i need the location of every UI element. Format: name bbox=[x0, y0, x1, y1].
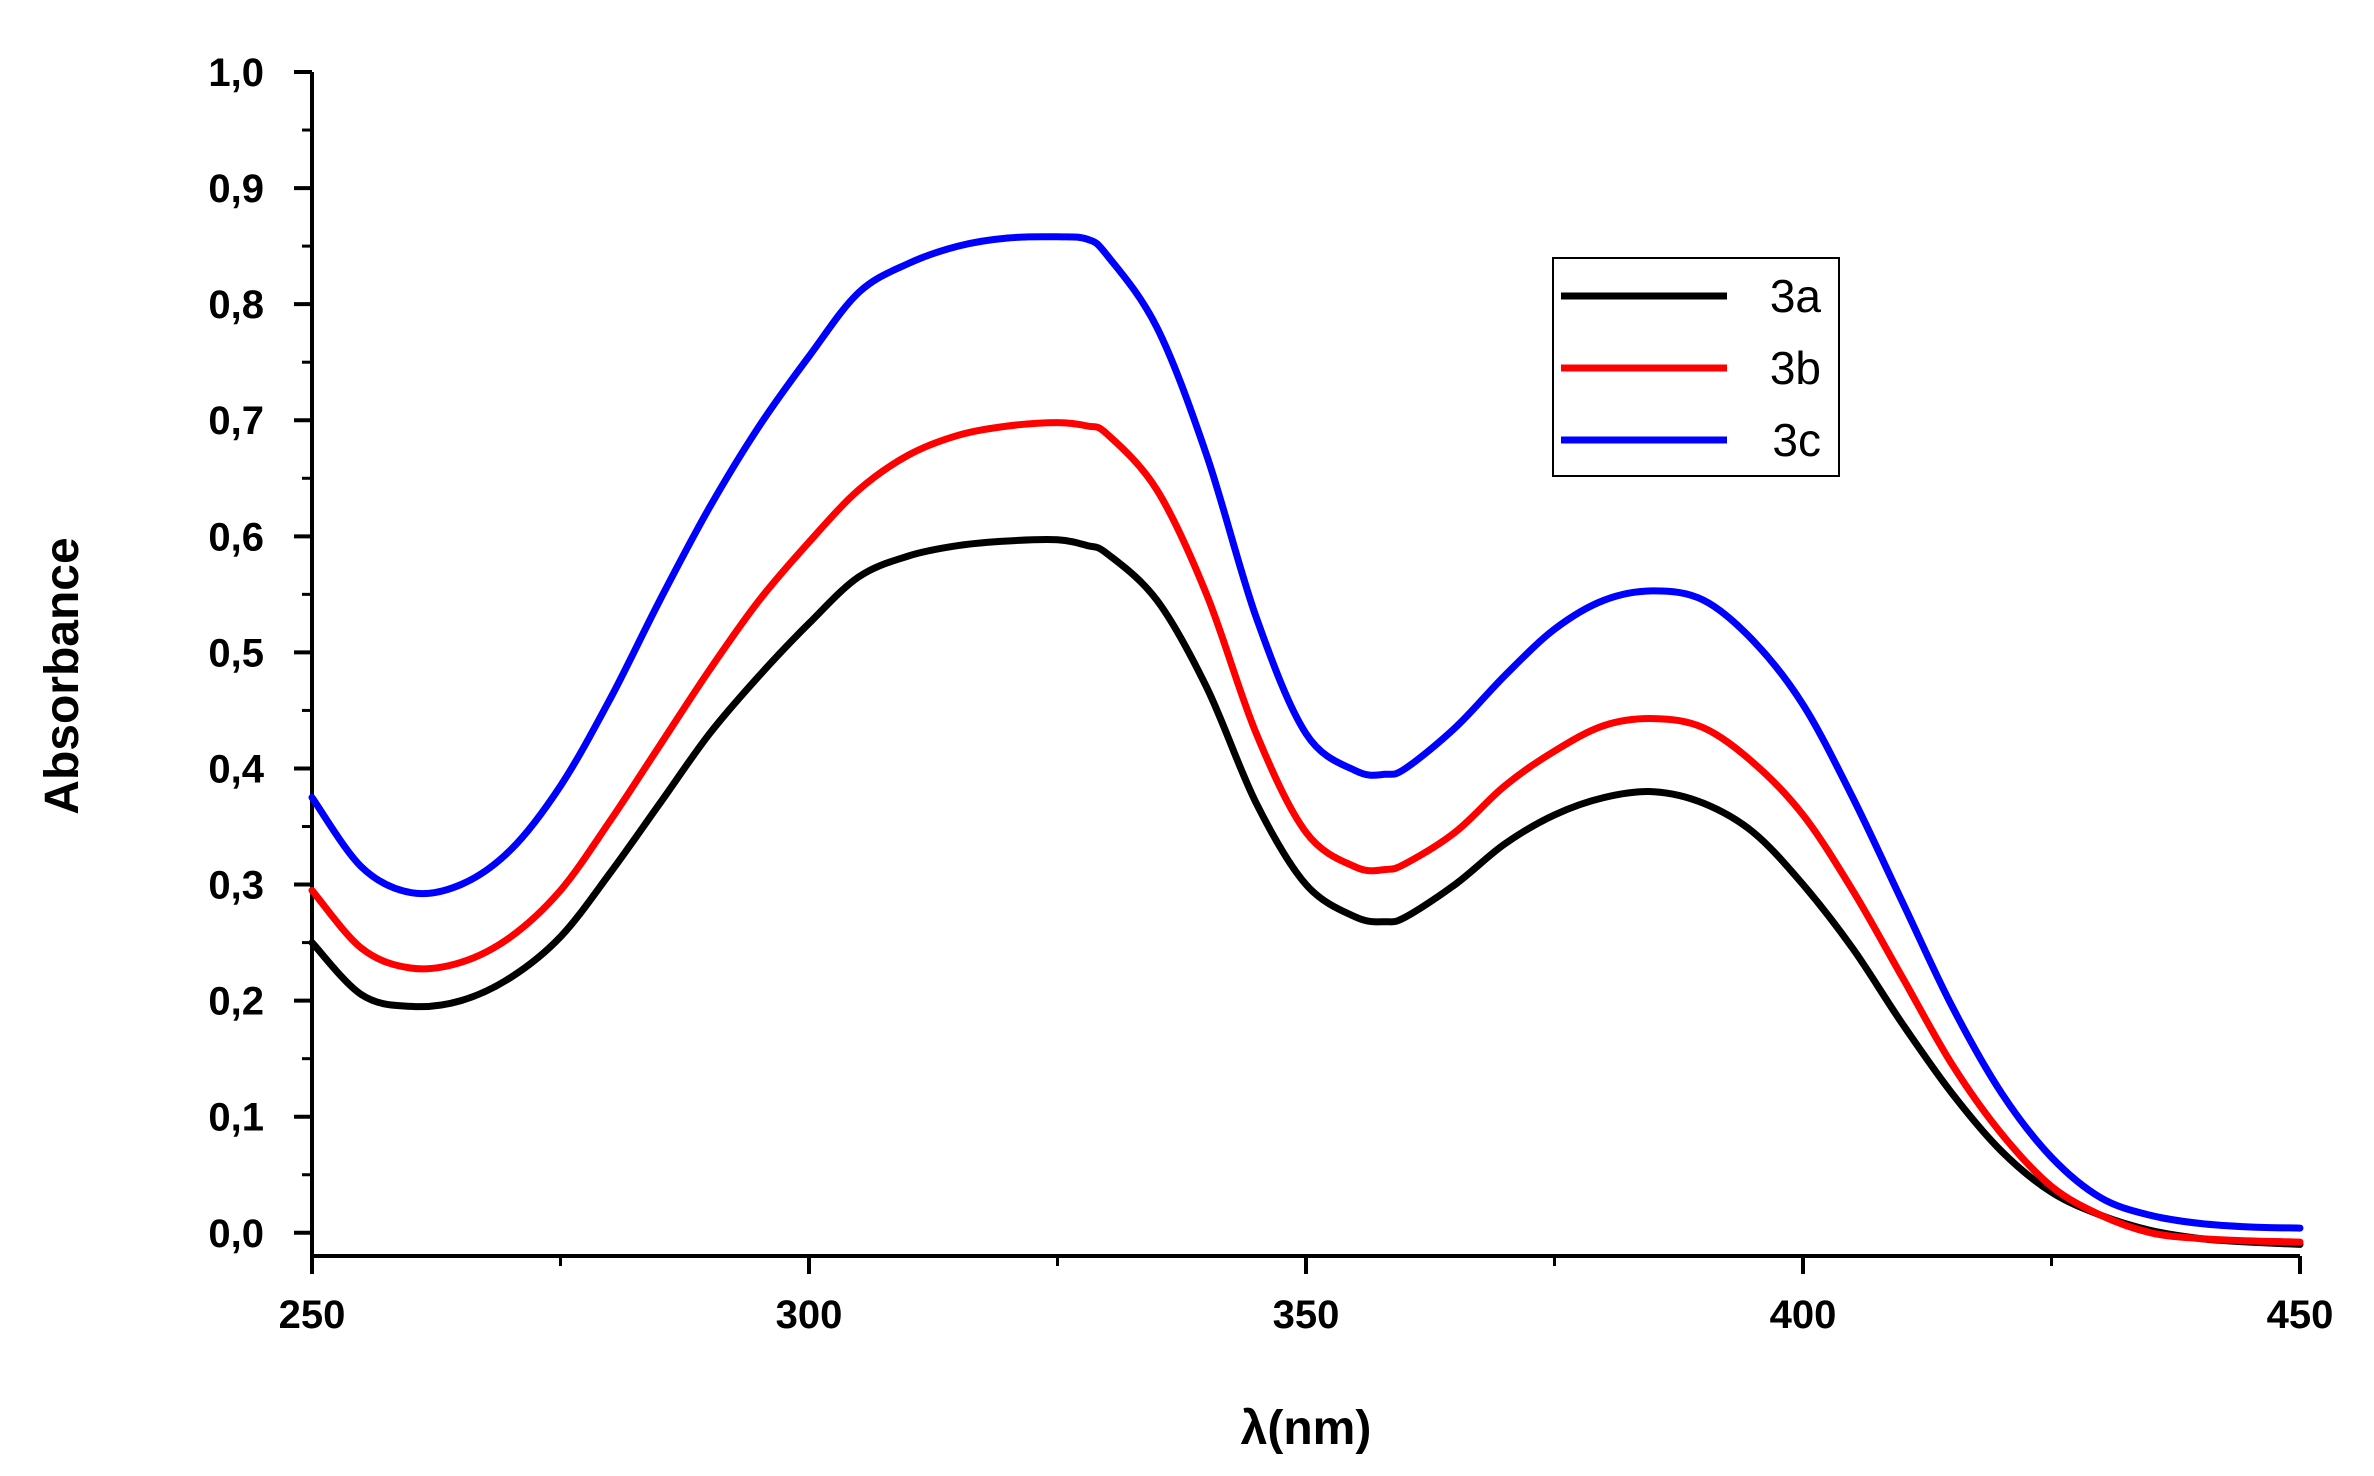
y-tick-label: 0,0 bbox=[208, 1212, 264, 1256]
y-tick-label: 0,1 bbox=[208, 1096, 264, 1140]
series-layer bbox=[308, 233, 2304, 1248]
y-axis-title: Absorbance bbox=[36, 537, 89, 814]
y-tick-label: 0,7 bbox=[208, 399, 264, 443]
x-tick-label: 450 bbox=[2267, 1293, 2334, 1337]
series-line-3c bbox=[308, 233, 2304, 1232]
y-tick-label: 0,5 bbox=[208, 631, 264, 675]
y-tick-label: 0,6 bbox=[208, 515, 264, 559]
series-line-3b bbox=[308, 419, 2304, 1246]
y-tick-label: 0,2 bbox=[208, 980, 264, 1024]
axes: 0,0 0,1 0,2 0,3 0,4 0,5 0,6 0,7 0,8 0,9 1,0 250 300 3… bbox=[208, 51, 2333, 1337]
y-tick-label: 1,0 bbox=[208, 51, 264, 95]
legend: 3a 3b 3c bbox=[1552, 257, 1840, 477]
legend-label-3c: 3c bbox=[1772, 414, 1821, 466]
legend-label-3a: 3a bbox=[1770, 270, 1822, 322]
y-tick-label: 0,8 bbox=[208, 283, 264, 327]
x-tick-label: 400 bbox=[1770, 1293, 1837, 1337]
series-line-3a bbox=[308, 536, 2304, 1248]
y-tick-label: 0,9 bbox=[208, 167, 264, 211]
x-tick-label: 350 bbox=[1273, 1293, 1340, 1337]
x-axis-title: λ(nm) bbox=[1241, 1402, 1372, 1455]
x-tick-label: 300 bbox=[776, 1293, 843, 1337]
x-tick-label: 250 bbox=[279, 1293, 346, 1337]
y-tick-label: 0,4 bbox=[208, 747, 264, 791]
y-tick-label: 0,3 bbox=[208, 864, 264, 908]
legend-label-3b: 3b bbox=[1770, 342, 1821, 394]
